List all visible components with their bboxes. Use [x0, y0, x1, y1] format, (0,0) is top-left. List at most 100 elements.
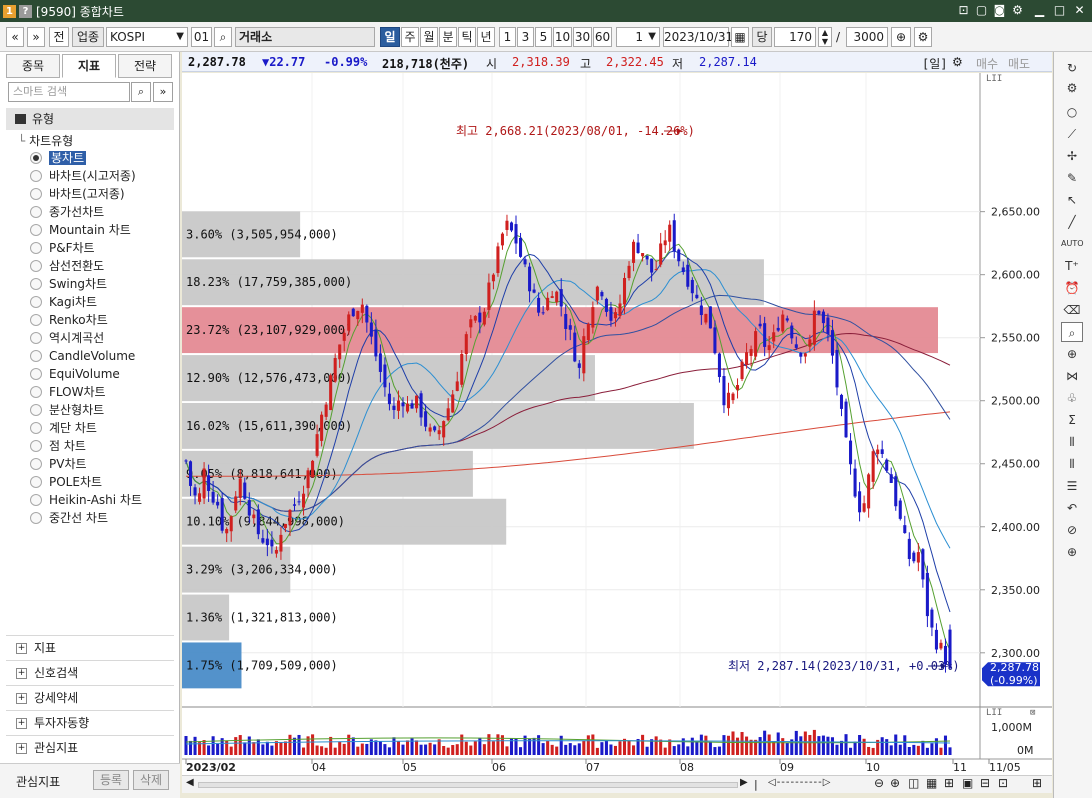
chart-type-item[interactable]: 중간선 차트	[30, 509, 175, 527]
zoom-plus-icon[interactable]: ⊕	[891, 27, 911, 47]
scroll-right-icon[interactable]: ▶	[740, 777, 748, 788]
text-tool-icon[interactable]: T⁺	[1065, 259, 1079, 273]
chart-type-item[interactable]: 봉차트	[30, 149, 175, 167]
search-icon[interactable]: ⌕	[214, 27, 232, 47]
help-badge[interactable]: ?	[19, 4, 32, 18]
trend-chart-icon[interactable]: ⟋	[1067, 127, 1077, 141]
fibonacci-icon[interactable]: ☰	[1066, 479, 1078, 493]
smart-search-input[interactable]: 스마트 검색	[8, 82, 130, 102]
tree-root[interactable]: └ 차트유형	[18, 132, 73, 149]
chart-type-item[interactable]: 분산형차트	[30, 401, 175, 419]
chart-type-item[interactable]: 점 차트	[30, 437, 175, 455]
cross-line-icon[interactable]: ✢	[1066, 149, 1078, 163]
chart-type-item[interactable]: Swing차트	[30, 275, 175, 293]
magnifier-icon[interactable]: ⌕	[1061, 322, 1083, 342]
eraser-icon[interactable]: ⌫	[1063, 303, 1081, 317]
legend-ma10[interactable]: 10	[315, 77, 330, 90]
layout-icon[interactable]: ⊞	[944, 776, 955, 790]
radio-button[interactable]	[30, 422, 42, 434]
section-favorite[interactable]: + 관심지표	[6, 735, 174, 760]
zoom-icon[interactable]: ⊕	[1066, 545, 1078, 559]
legend-ma5[interactable]: 가격이평 5	[257, 77, 309, 90]
chart-type-item[interactable]: 삼선전환도	[30, 257, 175, 275]
trend-line-icon[interactable]: ╱	[1068, 215, 1076, 229]
grid-icon[interactable]: ▦	[926, 776, 938, 790]
period-minute[interactable]: 분	[439, 27, 457, 47]
alarm-icon[interactable]: ⏰	[1064, 281, 1080, 295]
nav-down-button[interactable]: »	[27, 27, 45, 47]
section-investor[interactable]: + 투자자동향	[6, 710, 174, 735]
auto-trend-icon[interactable]: AUTO	[1061, 239, 1084, 248]
section-strength[interactable]: + 강세약세	[6, 685, 174, 710]
scroll-track[interactable]	[198, 782, 738, 788]
window-link-icon[interactable]: ▢	[975, 3, 988, 17]
period-year[interactable]: 년	[477, 27, 495, 47]
zoom-in-icon[interactable]: ⊕	[890, 776, 901, 790]
chart-type-item[interactable]: P&F차트	[30, 239, 175, 257]
interval-10[interactable]: 10	[553, 27, 572, 47]
nav-prev-button[interactable]: «	[6, 27, 24, 47]
chevron-down-icon[interactable]: ▼	[176, 31, 184, 42]
legend-ma240[interactable]: 240	[404, 77, 426, 90]
settings-gear-icon[interactable]: ⚙	[914, 27, 932, 47]
search-plus-icon[interactable]: ⊕	[1066, 347, 1078, 361]
tab-indicator[interactable]: 지표	[62, 54, 116, 78]
sell-button[interactable]: 매도	[1008, 57, 1031, 71]
interval-input[interactable]: 1 ▼	[616, 27, 660, 47]
settings-gear-icon[interactable]: ⚙	[1066, 81, 1078, 95]
pen-icon[interactable]: ✎	[1066, 171, 1078, 185]
zigzag-icon[interactable]: Σ	[1068, 413, 1076, 427]
vertical-lines-icon[interactable]: ⦀	[1069, 435, 1075, 449]
radio-button[interactable]	[30, 404, 42, 416]
legend-vol-ma20[interactable]: 20	[278, 713, 293, 726]
pane-close-icon[interactable]: ⊠	[1030, 708, 1035, 718]
tab-stock[interactable]: 종목	[6, 54, 60, 78]
lock-icon[interactable]: ⊡	[998, 776, 1009, 790]
calendar-icon[interactable]: ▦	[731, 27, 749, 47]
radio-button[interactable]	[30, 314, 42, 326]
chart-type-item[interactable]: POLE차트	[30, 473, 175, 491]
cursor-arrow-icon[interactable]: ↖	[1066, 193, 1078, 207]
radio-button[interactable]	[30, 350, 42, 362]
minimize-icon[interactable]: ▁	[1034, 3, 1045, 17]
tree-icon[interactable]: ♧	[1066, 391, 1078, 405]
jeon-button[interactable]: 전	[49, 27, 69, 47]
chart-type-item[interactable]: 역시계곡선	[30, 329, 175, 347]
count-input[interactable]: 170	[774, 27, 816, 47]
radio-button[interactable]	[30, 278, 42, 290]
log-scale-icon[interactable]: LII	[986, 74, 1002, 84]
radio-button[interactable]	[30, 206, 42, 218]
interval-3[interactable]: 3	[517, 27, 534, 47]
settings-gear-icon[interactable]: ⚙	[1012, 3, 1023, 17]
period-tick[interactable]: 틱	[458, 27, 476, 47]
radio-button[interactable]	[30, 512, 42, 524]
radio-button[interactable]	[30, 386, 42, 398]
fit-icon[interactable]: ◫	[908, 776, 920, 790]
code-number[interactable]: 01	[191, 27, 212, 47]
chart-type-item[interactable]: Mountain 차트	[30, 221, 175, 239]
radio-button[interactable]	[30, 368, 42, 380]
buy-button[interactable]: 매수	[976, 57, 999, 71]
total-input[interactable]: 3000	[846, 27, 888, 47]
chart-type-item[interactable]: CandleVolume	[30, 347, 175, 365]
close-icon[interactable]: ✕	[1074, 3, 1085, 17]
expand-icon[interactable]: ▣	[962, 776, 974, 790]
screen-icon[interactable]: ⊡	[958, 3, 969, 17]
radio-button[interactable]	[30, 152, 42, 164]
period-month[interactable]: 월	[420, 27, 438, 47]
add-pane-icon[interactable]: ⊞	[1032, 776, 1043, 790]
radio-button[interactable]	[30, 458, 42, 470]
gann-icon[interactable]: ⦀	[1069, 457, 1075, 471]
chart-type-item[interactable]: PV차트	[30, 455, 175, 473]
chart-type-item[interactable]: FLOW차트	[30, 383, 175, 401]
chart-type-item[interactable]: Renko차트	[30, 311, 175, 329]
chart-type-item[interactable]: EquiVolume	[30, 365, 175, 383]
radio-button[interactable]	[30, 170, 42, 182]
split-icon[interactable]: ⊟	[980, 776, 991, 790]
category-header[interactable]: 유형	[6, 108, 174, 130]
undo-icon[interactable]: ↶	[1066, 501, 1078, 515]
section-indicator[interactable]: + 지표	[6, 635, 174, 660]
legend-vol-ma5[interactable]: 거래이평 5	[220, 713, 272, 726]
chart-type-item[interactable]: 바차트(시고저종)	[30, 167, 175, 185]
log-scale-icon[interactable]: LII	[986, 708, 1002, 718]
